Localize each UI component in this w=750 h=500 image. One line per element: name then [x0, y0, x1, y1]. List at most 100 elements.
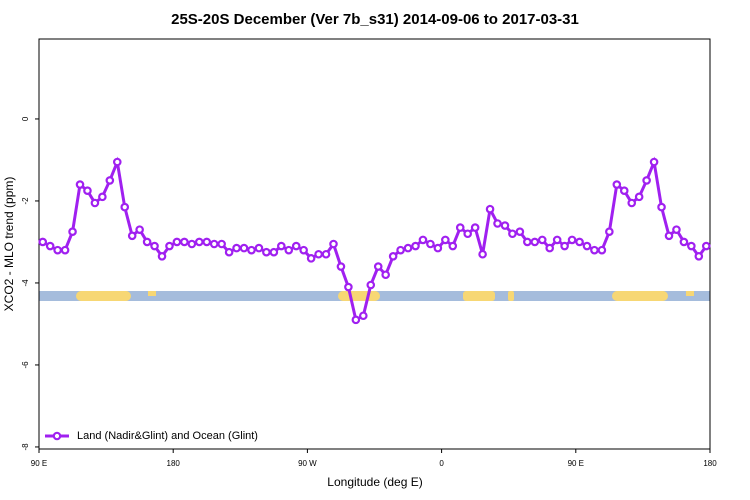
data-point	[649, 157, 659, 167]
y-axis-label: XCO2 - MLO trend (ppm)	[2, 177, 16, 312]
y-tick-label: 0	[21, 116, 30, 121]
data-point	[657, 202, 666, 212]
data-point	[597, 245, 607, 255]
data-point	[441, 235, 450, 245]
data-point	[38, 237, 48, 247]
plot-frame	[38, 38, 711, 450]
data-point	[105, 176, 115, 185]
x-tick-label: 90 W	[298, 459, 317, 468]
x-tick-label: 180	[703, 459, 717, 468]
data-point	[612, 180, 622, 189]
data-point	[351, 315, 361, 325]
data-point	[120, 202, 130, 212]
legend-label: Land (Nadir&Glint) and Ocean (Glint)	[77, 430, 258, 442]
data-point	[98, 192, 107, 202]
data-point	[194, 237, 204, 247]
data-point	[60, 245, 70, 255]
data-point	[463, 229, 472, 239]
data-point	[321, 249, 331, 259]
data-point	[202, 237, 212, 247]
data-point	[187, 239, 197, 249]
data-point	[209, 239, 219, 249]
x-tick-label: 180	[167, 459, 181, 468]
data-point	[493, 219, 502, 228]
data-point	[314, 249, 323, 259]
data-point	[68, 227, 77, 237]
data-point	[448, 241, 458, 251]
data-point	[478, 249, 487, 259]
data-point	[679, 237, 689, 247]
data-point	[619, 186, 629, 196]
data-point	[75, 180, 85, 189]
data-point	[172, 237, 182, 247]
surface-strip	[39, 291, 710, 301]
y-tick-label: -8	[21, 443, 30, 451]
x-tick-label: 0	[439, 459, 444, 468]
data-point	[485, 204, 495, 214]
data-point	[284, 245, 294, 255]
data-point	[262, 247, 271, 257]
data-point	[537, 235, 547, 245]
data-point	[590, 245, 599, 255]
data-point	[642, 176, 651, 185]
data-point	[329, 239, 338, 249]
data-point	[83, 186, 92, 196]
data-point	[411, 241, 420, 251]
data-point	[426, 239, 435, 249]
data-point	[433, 243, 443, 253]
y-tick-label: -4	[21, 279, 30, 287]
data-point	[672, 225, 681, 234]
data-point	[344, 282, 353, 292]
legend-marker	[52, 431, 62, 441]
data-point	[359, 311, 368, 321]
data-point	[150, 241, 159, 251]
data-point	[254, 243, 264, 253]
data-point	[388, 251, 398, 261]
data-point	[500, 221, 510, 230]
data-point	[396, 245, 405, 255]
data-point	[418, 235, 428, 245]
data-point	[366, 280, 376, 290]
data-point	[687, 241, 696, 251]
data-point	[45, 241, 55, 251]
chart-title: 25S-20S December (Ver 7b_s31) 2014-09-06…	[171, 11, 579, 28]
data-point	[217, 239, 226, 249]
data-point	[515, 227, 525, 237]
data-point	[180, 237, 189, 247]
data-point	[664, 231, 674, 241]
data-point	[373, 262, 383, 271]
data-point	[701, 241, 711, 251]
y-tick-label: -2	[21, 197, 30, 205]
data-point	[157, 251, 167, 261]
data-point	[232, 243, 241, 253]
data-point	[605, 227, 614, 237]
data-point	[381, 270, 390, 280]
data-point	[694, 251, 704, 261]
data-point	[306, 254, 316, 263]
data-point	[269, 247, 279, 257]
data-point	[634, 192, 644, 202]
data-point	[239, 243, 249, 253]
data-point	[582, 241, 592, 251]
data-point	[142, 237, 152, 247]
data-point	[523, 237, 532, 247]
data-point	[567, 235, 577, 245]
x-axis-label: Longitude (deg E)	[327, 475, 422, 489]
data-point	[575, 237, 584, 247]
data-point	[545, 243, 555, 253]
data-point	[277, 241, 286, 251]
data-point	[552, 235, 562, 245]
x-tick-label: 90 E	[31, 459, 47, 468]
data-point	[455, 223, 465, 232]
data-point	[403, 243, 413, 253]
y-tick-label: -6	[21, 361, 30, 369]
data-point	[291, 241, 301, 251]
data-point	[627, 198, 637, 208]
data-point	[299, 245, 308, 255]
data-point	[530, 237, 540, 247]
data-point	[112, 157, 122, 167]
data-point	[165, 241, 174, 251]
data-point	[127, 231, 137, 241]
data-point	[560, 241, 569, 251]
